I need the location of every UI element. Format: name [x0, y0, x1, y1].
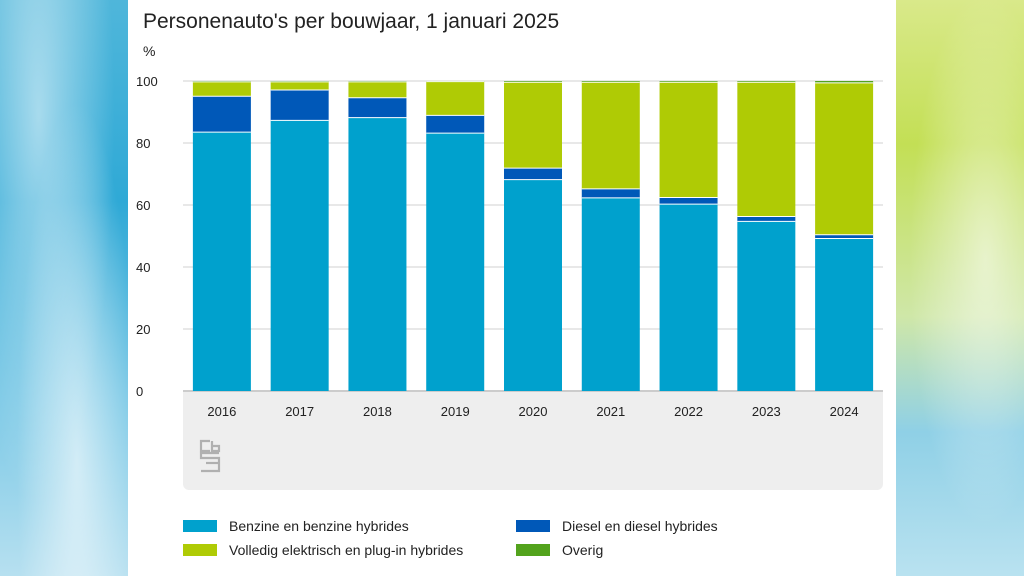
x-tick-label: 2018 — [363, 404, 392, 419]
legend-item-elektrisch: Volledig elektrisch en plug-in hybrides — [183, 542, 463, 558]
legend-swatch — [516, 520, 550, 532]
x-tick-label: 2020 — [519, 404, 548, 419]
bar-segment-2024-s0 — [815, 238, 874, 391]
bar-segment-2021-s1 — [581, 188, 640, 198]
bar-segment-2022-s0 — [659, 204, 718, 391]
legend-item-benzine: Benzine en benzine hybrides — [183, 518, 409, 534]
bar-segment-2020-s0 — [504, 179, 562, 391]
y-tick-label: 0 — [136, 384, 143, 399]
bar-segment-2019-s0 — [426, 133, 485, 391]
bar-segment-2024-s3 — [815, 81, 874, 83]
bar-segment-2020-s1 — [504, 168, 562, 180]
legend-swatch — [183, 544, 217, 556]
bar-segment-2023-s0 — [737, 221, 796, 391]
legend-label: Overig — [562, 542, 604, 558]
bar-segment-2020-s2 — [504, 82, 562, 169]
x-tick-label: 2019 — [441, 404, 470, 419]
x-tick-label: 2016 — [207, 404, 236, 419]
legend-label: Diesel en diesel hybrides — [562, 518, 718, 534]
bar-segment-2021-s2 — [581, 82, 640, 189]
bar-segment-2016-s1 — [192, 96, 251, 133]
chart-title: Personenauto's per bouwjaar, 1 januari 2… — [143, 10, 560, 33]
bar-segment-2024-s1 — [815, 234, 874, 239]
background-right — [896, 0, 1024, 576]
bar-segment-2022-s1 — [659, 197, 718, 205]
legend-label: Volledig elektrisch en plug-in hybrides — [229, 542, 464, 558]
legend-item-overig: Overig — [516, 542, 603, 558]
legend-label: Benzine en benzine hybrides — [229, 518, 409, 534]
bar-segment-2019-s1 — [426, 115, 485, 134]
bar-segment-2018-s1 — [348, 97, 407, 118]
legend-swatch — [183, 520, 217, 532]
y-axis-unit: % — [143, 43, 156, 59]
x-axis-band — [183, 392, 883, 490]
x-tick-label: 2022 — [674, 404, 703, 419]
legend-item-diesel: Diesel en diesel hybrides — [516, 518, 718, 534]
chart-panel: Personenauto's per bouwjaar, 1 januari 2… — [128, 0, 896, 576]
x-tick-label: 2024 — [830, 404, 859, 419]
background-left — [0, 0, 128, 576]
bar-segment-2016-s2 — [192, 81, 251, 97]
y-tick-label: 40 — [136, 260, 150, 275]
bar-segment-2021-s3 — [581, 81, 640, 83]
bar-segment-2023-s1 — [737, 216, 796, 222]
bar-segment-2019-s2 — [426, 81, 485, 116]
bar-segment-2021-s0 — [581, 197, 640, 391]
cbs-logo-icon — [199, 439, 221, 473]
bar-segment-2018-s0 — [348, 117, 407, 391]
bar-segment-2022-s2 — [659, 82, 718, 198]
bar-segment-2022-s3 — [659, 81, 718, 83]
bar-segment-2023-s2 — [737, 82, 796, 217]
bar-segment-2017-s0 — [270, 120, 329, 392]
bar-segment-2017-s2 — [270, 81, 329, 90]
bar-segment-2018-s2 — [348, 81, 407, 98]
x-tick-label: 2023 — [752, 404, 781, 419]
x-tick-label: 2021 — [596, 404, 625, 419]
bar-segment-2016-s0 — [192, 132, 251, 391]
bar-segment-2024-s2 — [815, 82, 874, 235]
y-tick-label: 80 — [136, 136, 150, 151]
bar-segment-2020-s3 — [504, 81, 562, 83]
bar-segment-2023-s3 — [737, 81, 796, 83]
x-tick-label: 2017 — [285, 404, 314, 419]
legend-swatch — [516, 544, 550, 556]
y-tick-label: 100 — [136, 74, 158, 89]
y-tick-label: 60 — [136, 198, 150, 213]
stacked-bar-chart: 0 20 40 60 80 100 2016 2017 2018 2019 2020 2021 2022… — [136, 74, 883, 419]
bar-segment-2017-s1 — [270, 89, 329, 121]
y-tick-label: 20 — [136, 322, 150, 337]
